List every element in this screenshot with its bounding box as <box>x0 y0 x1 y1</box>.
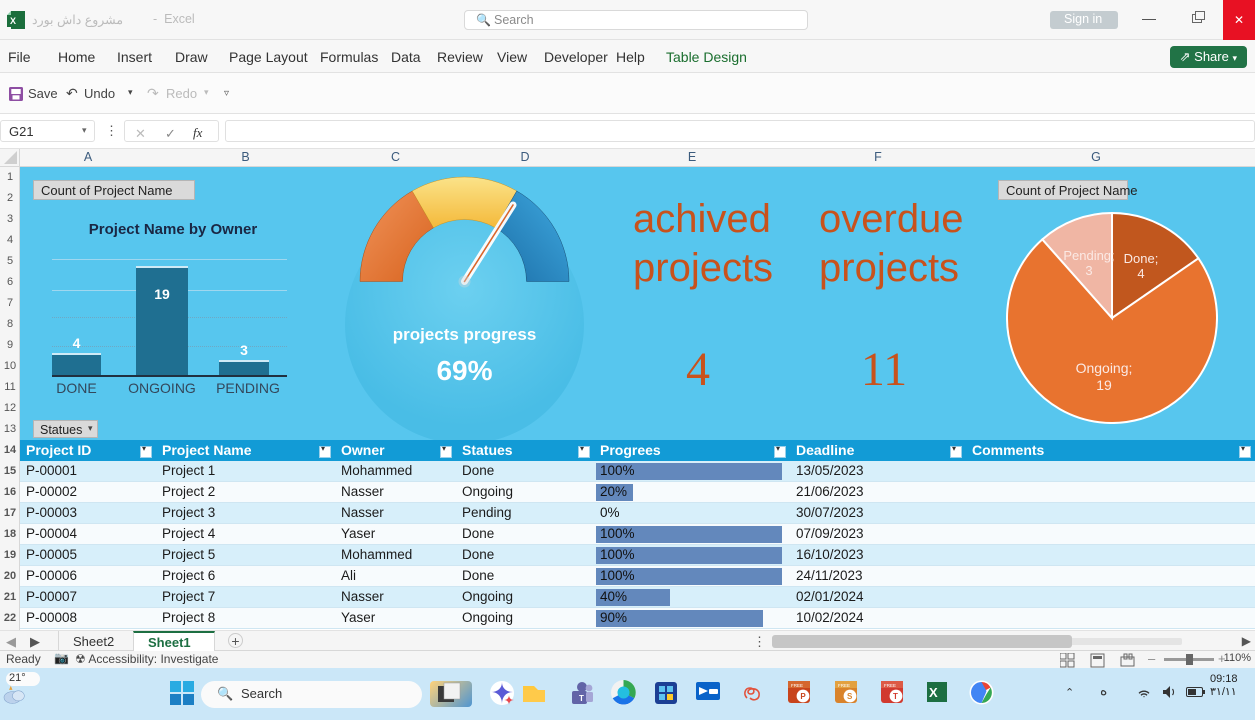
svg-text:P: P <box>800 692 806 701</box>
svg-text:X: X <box>10 16 16 26</box>
svg-text:4: 4 <box>1137 266 1144 281</box>
svg-text:3: 3 <box>1085 263 1092 278</box>
svg-text:FREE: FREE <box>791 683 803 688</box>
svg-text:Done;: Done; <box>1124 251 1159 266</box>
svg-text:FREE: FREE <box>884 683 896 688</box>
svg-text:X: X <box>929 685 938 700</box>
svg-text:Pending;: Pending; <box>1063 248 1114 263</box>
svg-text:T: T <box>893 692 898 701</box>
svg-text:FREE: FREE <box>838 683 850 688</box>
svg-text:T: T <box>579 694 584 703</box>
svg-text:19: 19 <box>1096 377 1112 393</box>
svg-text:S: S <box>847 692 853 701</box>
svg-text:Ongoing;: Ongoing; <box>1076 360 1133 376</box>
